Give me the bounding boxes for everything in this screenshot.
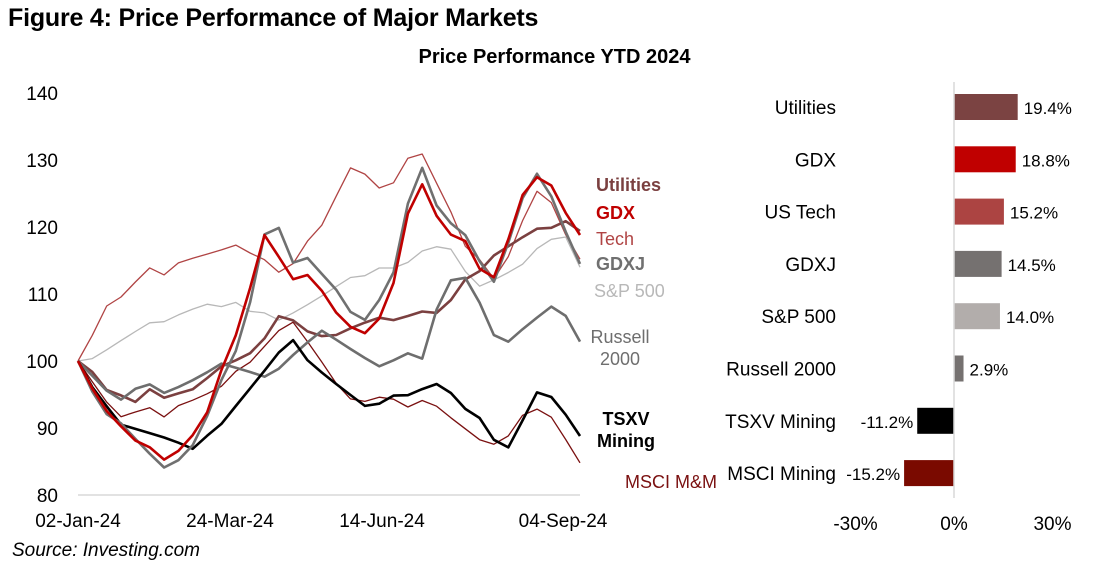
bar [954,146,1016,173]
series-line-us-tech [77,153,581,362]
y-tick-label: 130 [26,151,58,172]
figure-title: Figure 4: Price Performance of Major Mar… [8,4,539,32]
series-label-russell-2000: Russell 2000 [590,327,649,369]
bar-category-label: US Tech [765,203,836,224]
series-label-utilities: Utilities [596,175,661,195]
bar-x-tick-label: 0% [940,514,968,535]
series-label-us-tech: Tech [596,229,634,249]
source-note: Source: Investing.com [12,540,200,561]
x-tick-label: 04-Sep-24 [519,511,608,532]
bar-value-label: 15.2% [1010,204,1058,223]
y-tick-label: 80 [37,486,58,507]
y-tick-label: 140 [26,84,58,105]
bar [954,355,964,382]
bar-value-label: -15.2% [846,465,900,484]
chart-title: Price Performance YTD 2024 [418,46,691,68]
x-tick-label: 14-Jun-24 [339,511,425,532]
bar-x-tick-label: 30% [1033,514,1071,535]
bar-category-label: TSXV Mining [725,412,836,433]
bar-category-label: MSCI Mining [727,464,836,485]
bar-category-label: Russell 2000 [726,360,836,381]
series-label-msci-m-m: MSCI M&M [625,472,717,492]
bar-value-label: 14.5% [1008,256,1056,275]
bar-value-label: 2.9% [970,361,1009,380]
y-tick-label: 90 [37,419,58,440]
series-label-tsxv-mining: TSXV Mining [597,409,655,451]
bar-category-label: GDXJ [785,255,836,276]
bar-value-label: -11.2% [861,413,914,432]
series-line-gdxj [76,166,582,469]
bar [954,303,1000,330]
bar-category-label: S&P 500 [761,307,836,328]
bar [954,94,1018,120]
bar-value-label: 18.8% [1022,151,1070,170]
x-tick-label: 24-Mar-24 [186,511,274,532]
bar-category-label: Utilities [775,98,836,119]
series-line-russell-2000 [77,276,582,401]
series-label-gdxj: GDXJ [596,254,645,274]
series-line-tsxv-mining [76,338,582,451]
bar [954,250,1002,277]
bar-value-label: 19.4% [1024,99,1072,118]
y-tick-label: 110 [28,285,58,306]
y-tick-label: 120 [26,218,58,239]
y-tick-label: 100 [26,352,58,373]
bar [954,198,1004,225]
bar-chart: Utilities 19.4% GDX 18.8% US Tech 15.2% GDXJ 14… [725,82,1072,535]
bar-category-label: GDX [795,150,837,171]
series-label-gdx: GDX [596,203,635,223]
line-chart: 80 90 100 110 120 130 140 02-Jan-24 24-Mar-24 14-… [26,84,717,532]
x-tick-label: 02-Jan-24 [35,511,121,532]
bar-x-tick-label: -30% [833,514,877,535]
series-line-msci-m-m [77,321,581,464]
series-label-s-p-500: S&P 500 [594,281,665,301]
bar [904,460,954,487]
bar-value-label: 14.0% [1006,308,1054,327]
series-line-gdx [76,175,582,461]
bar [917,407,954,434]
